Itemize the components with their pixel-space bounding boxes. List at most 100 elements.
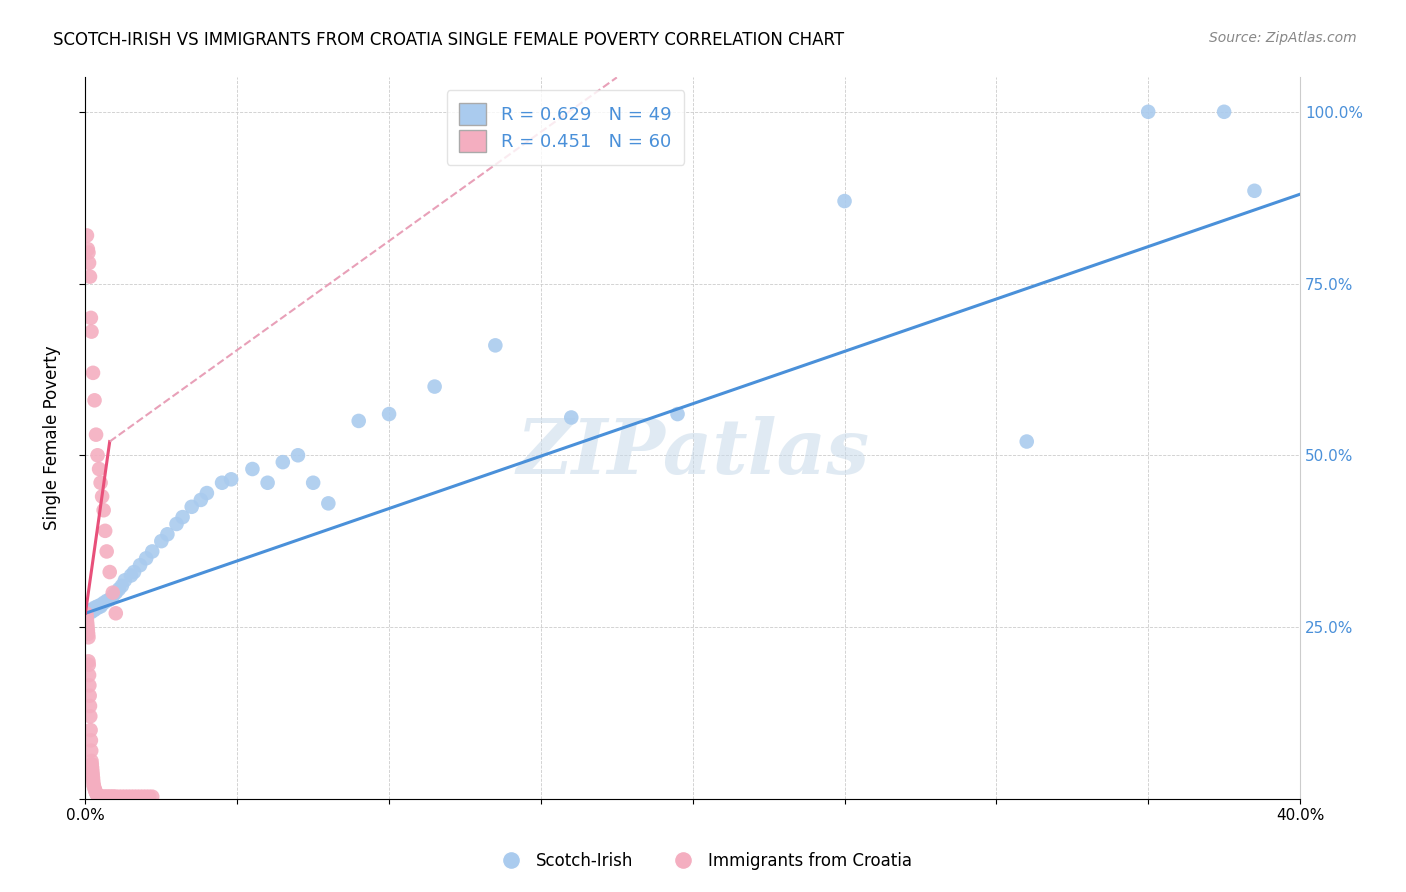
Point [93,789,115,804]
Point [79,698,101,713]
Point [93,503,115,517]
Point [89,789,111,804]
Point [104,607,127,621]
Point [120,568,142,582]
Point [86,786,108,800]
Point [83,600,105,615]
Point [77,627,100,641]
Point [91,490,114,504]
Point [80,757,103,772]
Point [97,789,120,804]
Point [77,630,100,644]
Point [79,709,101,723]
Point [1213,104,1236,119]
Point [180,500,202,514]
Point [98,592,121,607]
Point [135,551,157,566]
Point [77,607,100,621]
Point [111,579,134,593]
Point [90,789,112,804]
Point [117,789,139,804]
Point [87,789,110,804]
Point [166,516,188,531]
Point [156,527,179,541]
Point [90,598,112,612]
Point [98,789,121,804]
Point [80,733,103,747]
Point [75,607,97,622]
Point [560,410,582,425]
Point [150,534,173,549]
Legend: Scotch-Irish, Immigrants from Croatia: Scotch-Irish, Immigrants from Croatia [488,846,918,877]
Point [378,407,401,421]
Point [83,780,105,794]
Point [80,325,103,339]
Point [271,455,294,469]
Point [82,761,104,775]
Point [104,789,127,804]
Point [104,585,127,599]
Point [834,194,856,208]
Point [76,624,98,638]
Point [79,689,101,703]
Point [82,774,104,789]
Point [87,462,110,476]
Point [219,472,242,486]
Point [302,475,325,490]
Point [83,781,105,796]
Point [211,475,233,490]
Point [77,657,100,672]
Point [1243,184,1265,198]
Point [90,475,112,490]
Point [100,789,122,804]
Text: SCOTCH-IRISH VS IMMIGRANTS FROM CROATIA SINGLE FEMALE POVERTY CORRELATION CHART: SCOTCH-IRISH VS IMMIGRANTS FROM CROATIA … [53,31,845,49]
Point [86,788,108,802]
Point [256,475,278,490]
Point [96,594,118,608]
Point [120,789,142,804]
Point [141,789,163,804]
Text: ZIPatlas: ZIPatlas [516,416,869,490]
Point [82,764,104,779]
Point [114,789,136,804]
Point [75,607,97,621]
Point [666,407,689,421]
Point [129,789,152,804]
Point [484,338,506,352]
Point [76,620,98,634]
Point [101,789,124,804]
Point [77,605,100,619]
Point [76,613,98,627]
Point [129,558,152,573]
Point [86,599,108,614]
Point [111,789,134,804]
Point [122,565,145,579]
Point [82,768,104,782]
Point [1015,434,1038,449]
Point [77,654,100,668]
Point [242,462,264,476]
Point [77,256,100,270]
Point [96,789,118,804]
Point [76,228,98,243]
Point [98,565,121,579]
Point [108,789,131,804]
Point [86,600,108,615]
Point [77,245,100,260]
Point [80,744,103,758]
Point [125,789,148,804]
Point [79,723,101,737]
Point [80,754,103,768]
Point [93,596,115,610]
Point [1137,104,1160,119]
Point [108,582,131,597]
Point [76,609,98,624]
Point [114,574,136,588]
Point [79,678,101,692]
Point [77,668,100,682]
Point [96,544,118,558]
Point [86,448,108,462]
Point [90,599,112,614]
Point [94,789,117,804]
Point [172,510,194,524]
